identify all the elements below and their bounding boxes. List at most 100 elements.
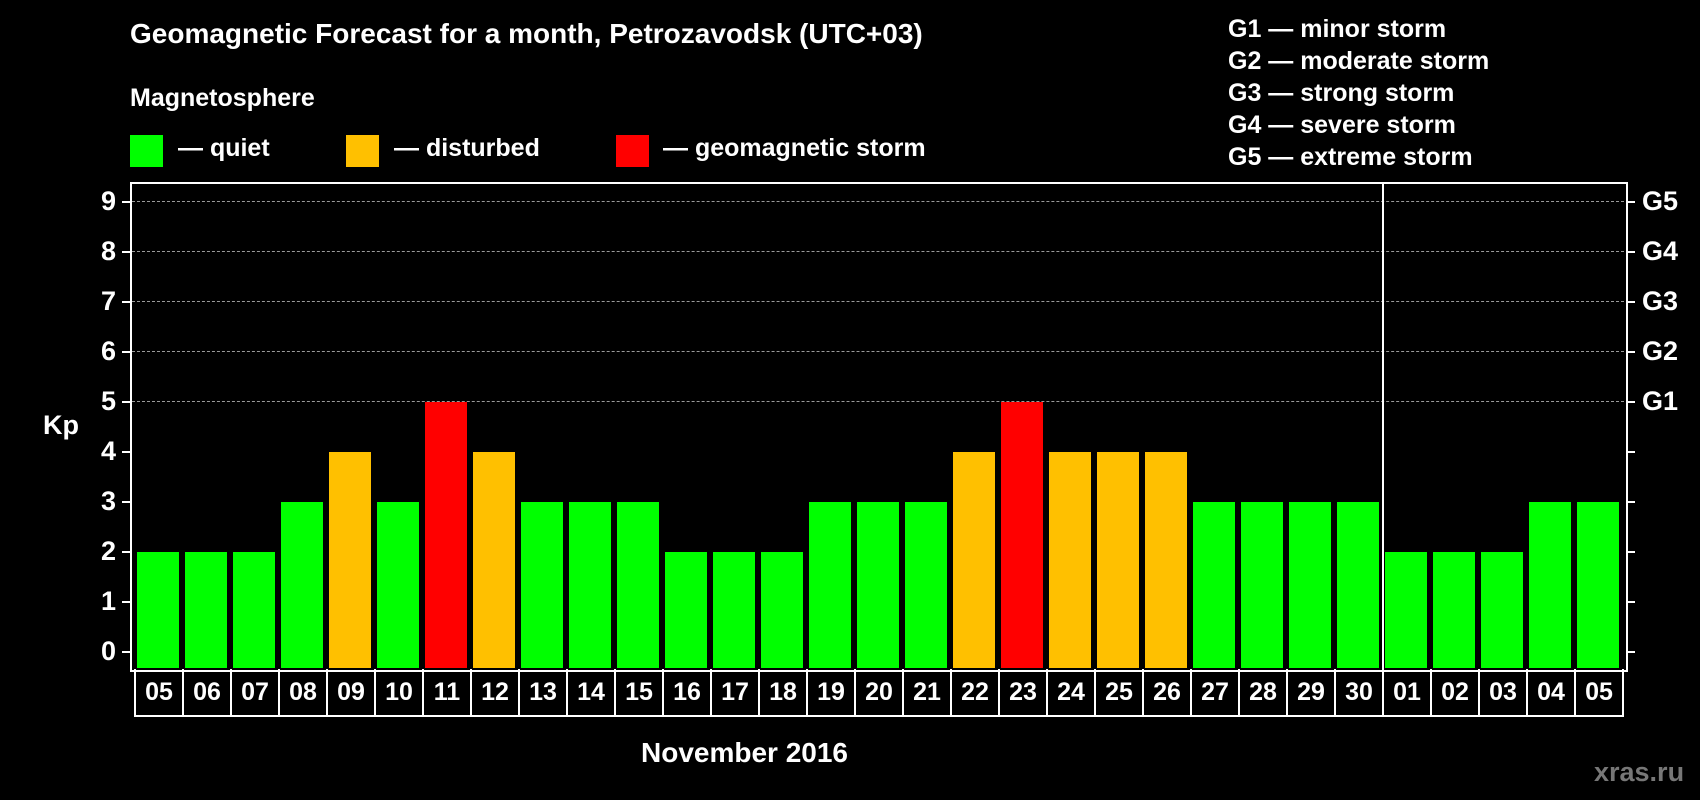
bar-quiet — [1529, 502, 1571, 668]
right-tick — [1626, 551, 1635, 553]
y-tick-label: 2 — [100, 536, 116, 566]
bar-quiet — [521, 502, 563, 668]
date-label: 02 — [1432, 669, 1480, 715]
legend-swatch-disturbed — [346, 135, 379, 167]
y-tick — [122, 401, 131, 403]
date-label: 09 — [328, 669, 376, 715]
y-tick-label: 3 — [100, 486, 116, 516]
date-label: 15 — [616, 669, 664, 715]
right-tick — [1626, 301, 1635, 303]
y-tick — [122, 601, 131, 603]
bar-disturbed — [1049, 452, 1091, 668]
y-tick-label: 4 — [100, 436, 116, 466]
date-label: 10 — [376, 669, 424, 715]
gridline-kp-5 — [132, 401, 1624, 402]
bar-quiet — [665, 552, 707, 668]
legend-swatch-storm — [616, 135, 649, 167]
date-label: 04 — [1528, 669, 1576, 715]
date-label: 16 — [664, 669, 712, 715]
watermark: xras.ru — [1594, 757, 1685, 787]
date-label: 21 — [904, 669, 952, 715]
date-label: 22 — [952, 669, 1000, 715]
y-tick — [122, 501, 131, 503]
y-tick-label: 9 — [100, 186, 116, 216]
bar-quiet — [377, 502, 419, 668]
storm-scale-g4: G4 — severe storm — [1228, 111, 1456, 139]
date-label: 13 — [520, 669, 568, 715]
date-label: 25 — [1096, 669, 1144, 715]
chart-title: Geomagnetic Forecast for a month, Petroz… — [130, 18, 923, 49]
date-label: 05 — [1585, 678, 1613, 706]
bar-quiet — [185, 552, 227, 668]
right-tick — [1626, 401, 1635, 403]
y-tick-label: 0 — [100, 636, 116, 666]
right-tick — [1626, 651, 1635, 653]
date-label: 05 — [136, 669, 184, 715]
bar-quiet — [713, 552, 755, 668]
date-label: 24 — [1048, 669, 1096, 715]
date-label: 23 — [1000, 669, 1048, 715]
bar-quiet — [1337, 502, 1379, 668]
y-tick-label: 8 — [100, 236, 116, 266]
storm-scale-g5: G5 — extreme storm — [1228, 143, 1473, 171]
date-label: 26 — [1144, 669, 1192, 715]
legend-label-storm: — geomagnetic storm — [663, 134, 926, 162]
date-label: 06 — [184, 669, 232, 715]
storm-scale-legend: G1 — minor storm G2 — moderate storm G3 … — [1228, 13, 1489, 173]
bar-disturbed — [1145, 452, 1187, 668]
right-tick — [1626, 201, 1635, 203]
storm-scale-g1: G1 — minor storm — [1228, 15, 1447, 43]
bar-quiet — [1577, 502, 1619, 668]
bar-disturbed — [329, 452, 371, 668]
bar-quiet — [1433, 552, 1475, 668]
chart-subtitle: Magnetosphere — [130, 84, 315, 112]
y-tick — [122, 251, 131, 253]
date-label: 14 — [568, 669, 616, 715]
bar-storm — [1001, 402, 1043, 668]
date-label: 08 — [280, 669, 328, 715]
bar-quiet — [281, 502, 323, 668]
right-axis-label-g5: G5 — [1642, 186, 1679, 216]
date-label: 30 — [1336, 669, 1384, 715]
gridline-kp-8 — [132, 251, 1624, 252]
right-tick — [1626, 251, 1635, 253]
bar-quiet — [1481, 552, 1523, 668]
y-tick — [122, 351, 131, 353]
y-tick-label: 5 — [100, 386, 116, 416]
bar-quiet — [617, 502, 659, 668]
legend-swatch-quiet — [130, 135, 163, 167]
bar-quiet — [1241, 502, 1283, 668]
y-tick-label: 6 — [100, 336, 116, 366]
date-label: 17 — [712, 669, 760, 715]
date-label: 11 — [424, 669, 472, 715]
bar-quiet — [233, 552, 275, 668]
bar-quiet — [761, 552, 803, 668]
bar-disturbed — [1097, 452, 1139, 668]
right-tick — [1626, 601, 1635, 603]
right-axis-label-g3: G3 — [1642, 286, 1679, 316]
storm-scale-g3: G3 — strong storm — [1228, 79, 1455, 107]
x-axis-label: November 2016 — [641, 737, 849, 768]
date-axis: 05 06 07 08 09 10 11 12 13 14 15 16 17 18 19 20 21 22 23 24… — [134, 669, 1624, 717]
date-label: 29 — [1288, 669, 1336, 715]
date-label: 12 — [472, 669, 520, 715]
date-label: 20 — [856, 669, 904, 715]
date-label: 18 — [760, 669, 808, 715]
legend-label-disturbed: — disturbed — [394, 134, 540, 162]
plot-area — [130, 182, 1628, 672]
right-tick — [1626, 501, 1635, 503]
y-tick — [122, 201, 131, 203]
legend-label-quiet: — quiet — [178, 134, 270, 162]
bar-disturbed — [473, 452, 515, 668]
y-tick — [122, 551, 131, 553]
date-label: 28 — [1240, 669, 1288, 715]
right-axis-label-g2: G2 — [1642, 336, 1679, 366]
y-tick-label: 1 — [100, 586, 116, 616]
bar-quiet — [137, 552, 179, 668]
date-label: 03 — [1480, 669, 1528, 715]
date-label: 27 — [1192, 669, 1240, 715]
y-tick — [122, 651, 131, 653]
bar-quiet — [1193, 502, 1235, 668]
bar-quiet — [905, 502, 947, 668]
right-tick — [1626, 451, 1635, 453]
